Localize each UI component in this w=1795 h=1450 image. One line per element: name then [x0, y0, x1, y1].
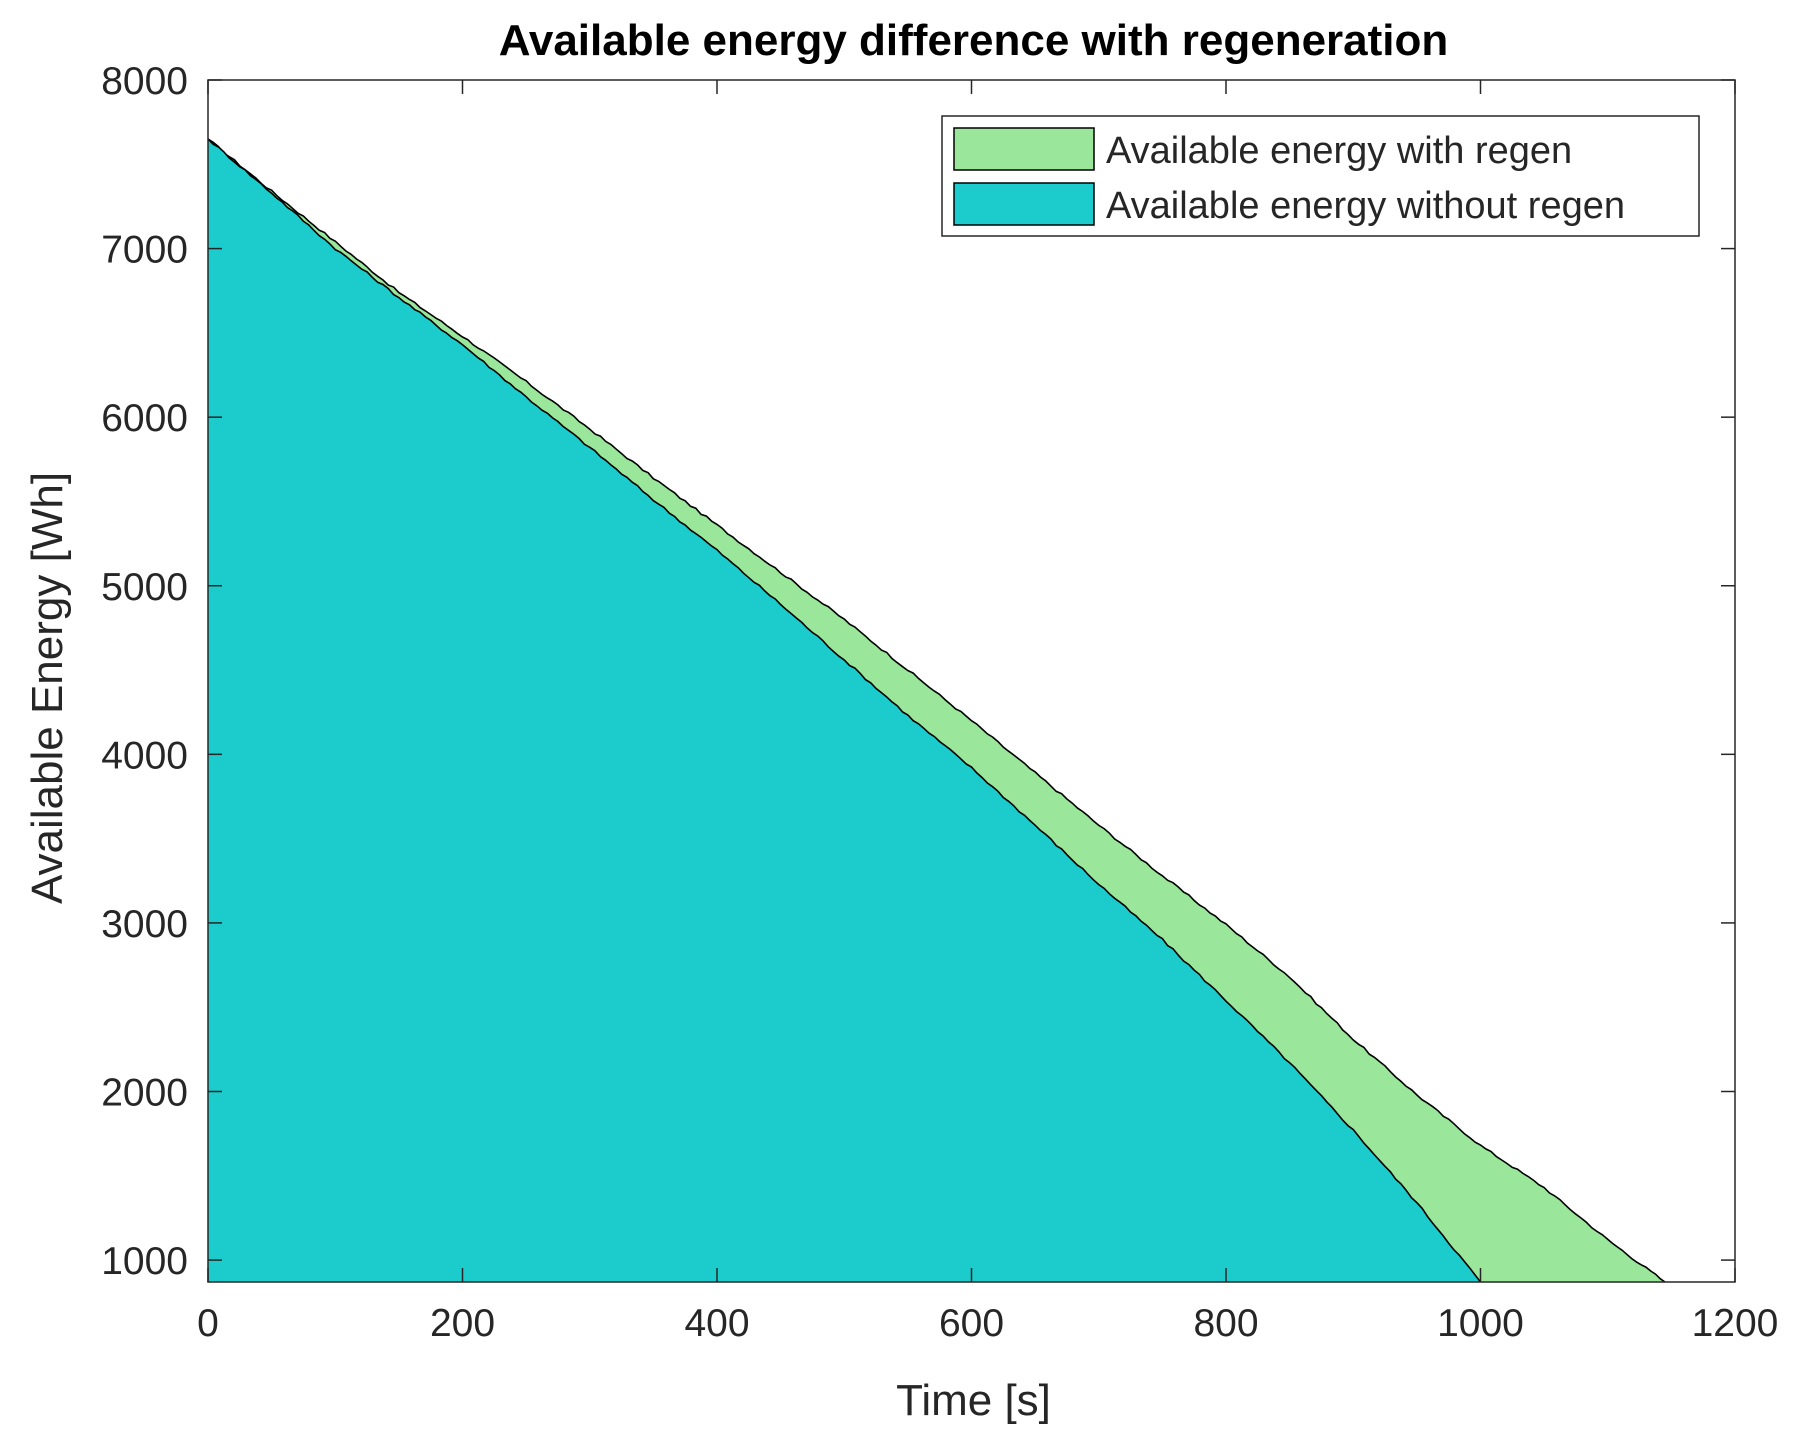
y-tick-label: 5000	[101, 566, 188, 609]
legend-label-with-regen: Available energy with regen	[1106, 130, 1572, 172]
y-tick-label: 1000	[101, 1240, 188, 1283]
series-line-without-regen	[207, 138, 1482, 1283]
tick-marks	[207, 79, 1736, 1282]
chart-title: Available energy difference with regener…	[499, 16, 1449, 65]
legend: Available energy with regen Available en…	[941, 115, 1700, 237]
legend-swatch-without-regen	[953, 182, 1095, 226]
x-axis-label: Time [s]	[896, 1376, 1051, 1425]
x-tick-labels: 0 200 400 600 800 1000 1200	[197, 1302, 1778, 1345]
y-tick-label: 8000	[101, 60, 188, 103]
legend-swatch-with-regen	[953, 127, 1095, 171]
x-tick-label: 1200	[1692, 1302, 1779, 1345]
legend-label-without-regen: Available energy without regen	[1106, 185, 1625, 227]
x-tick-label: 1000	[1437, 1302, 1524, 1345]
y-tick-label: 7000	[101, 229, 188, 272]
y-tick-label: 4000	[101, 734, 188, 777]
series-line-with-regen	[207, 138, 1666, 1283]
area-series	[207, 138, 1666, 1283]
y-tick-labels: 1000 2000 3000 4000 5000 6000 7000 8000	[101, 60, 188, 1283]
x-tick-label: 200	[430, 1302, 495, 1345]
y-tick-label: 3000	[101, 903, 188, 946]
y-tick-label: 2000	[101, 1072, 188, 1115]
y-tick-label: 6000	[101, 397, 188, 440]
x-tick-label: 0	[197, 1302, 219, 1345]
x-tick-label: 400	[684, 1302, 749, 1345]
y-axis-label: Available Energy [Wh]	[23, 472, 72, 904]
x-tick-label: 800	[1193, 1302, 1258, 1345]
x-tick-label: 600	[939, 1302, 1004, 1345]
area-without-regen	[208, 139, 1481, 1282]
